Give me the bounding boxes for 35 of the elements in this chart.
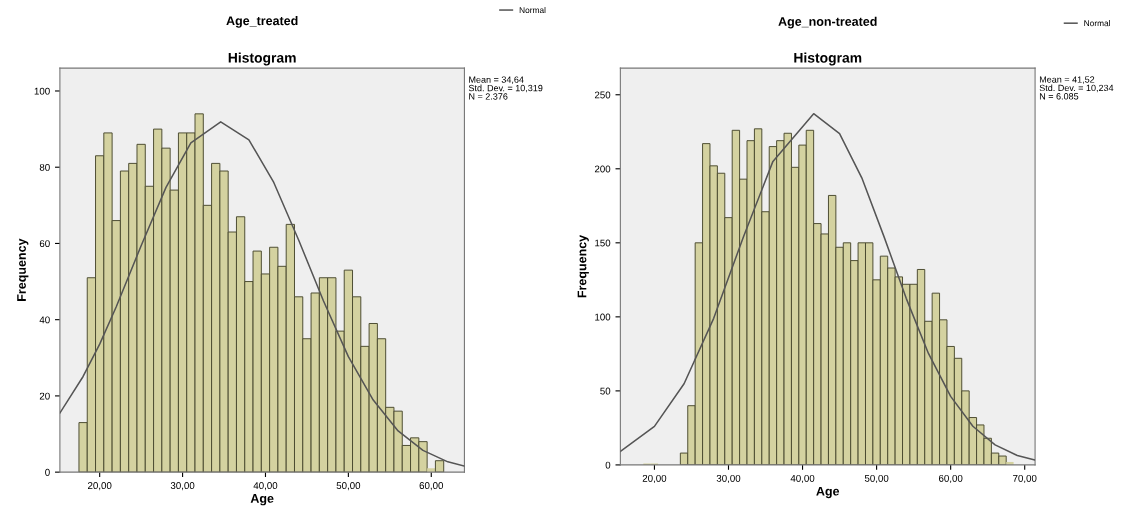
y-tick-label: 250 (594, 91, 611, 99)
x-axis-title: Age (816, 486, 840, 499)
x-tick-label: 70,00 (1013, 474, 1037, 483)
y-tick-label: 20 (39, 392, 50, 400)
chart-subtitle: Histogram (228, 52, 296, 66)
legend-label: Normal (519, 6, 546, 14)
y-axis-title: Frequency (577, 234, 589, 298)
x-tick-label: 40,00 (790, 474, 815, 483)
x-tick-label: 60,00 (938, 474, 963, 483)
y-tick-label: 60 (39, 240, 50, 248)
y-tick-label: 80 (39, 163, 50, 171)
y-axis-title: Frequency (17, 238, 29, 301)
x-tick-label: 60,00 (419, 482, 444, 491)
text: Mean = 34,64 Std. Dev. = 10,319 N = 2.376 (468, 76, 543, 100)
y-tick-label: 50 (600, 387, 611, 395)
y-tick-label: 0 (605, 461, 611, 469)
y-tick-label: 150 (595, 239, 611, 247)
x-tick-label: 30,00 (716, 474, 741, 483)
x-tick-label: 50,00 (336, 482, 361, 491)
text: Mean = 41,52 Std. Dev. = 10,234 N = 6.085 (1039, 76, 1114, 100)
y-tick-label: 100 (34, 87, 50, 95)
x-tick-label: 20,00 (642, 474, 667, 483)
legend-label: Normal (1084, 20, 1110, 27)
chart-subtitle: Histogram (794, 52, 862, 66)
y-tick-label: 0 (45, 468, 50, 476)
y-tick-label: 100 (595, 313, 611, 321)
x-tick-label: 20,00 (88, 482, 112, 491)
y-tick-label: 40 (39, 316, 50, 324)
x-tick-label: 40,00 (253, 482, 278, 491)
x-tick-label: 30,00 (170, 482, 195, 491)
chart-title: Age_non-treated (778, 16, 877, 29)
chart-title: Age_treated (226, 16, 298, 28)
y-tick-label: 200 (594, 165, 611, 173)
x-tick-label: 50,00 (864, 474, 889, 483)
x-axis-title: Age (250, 494, 274, 506)
